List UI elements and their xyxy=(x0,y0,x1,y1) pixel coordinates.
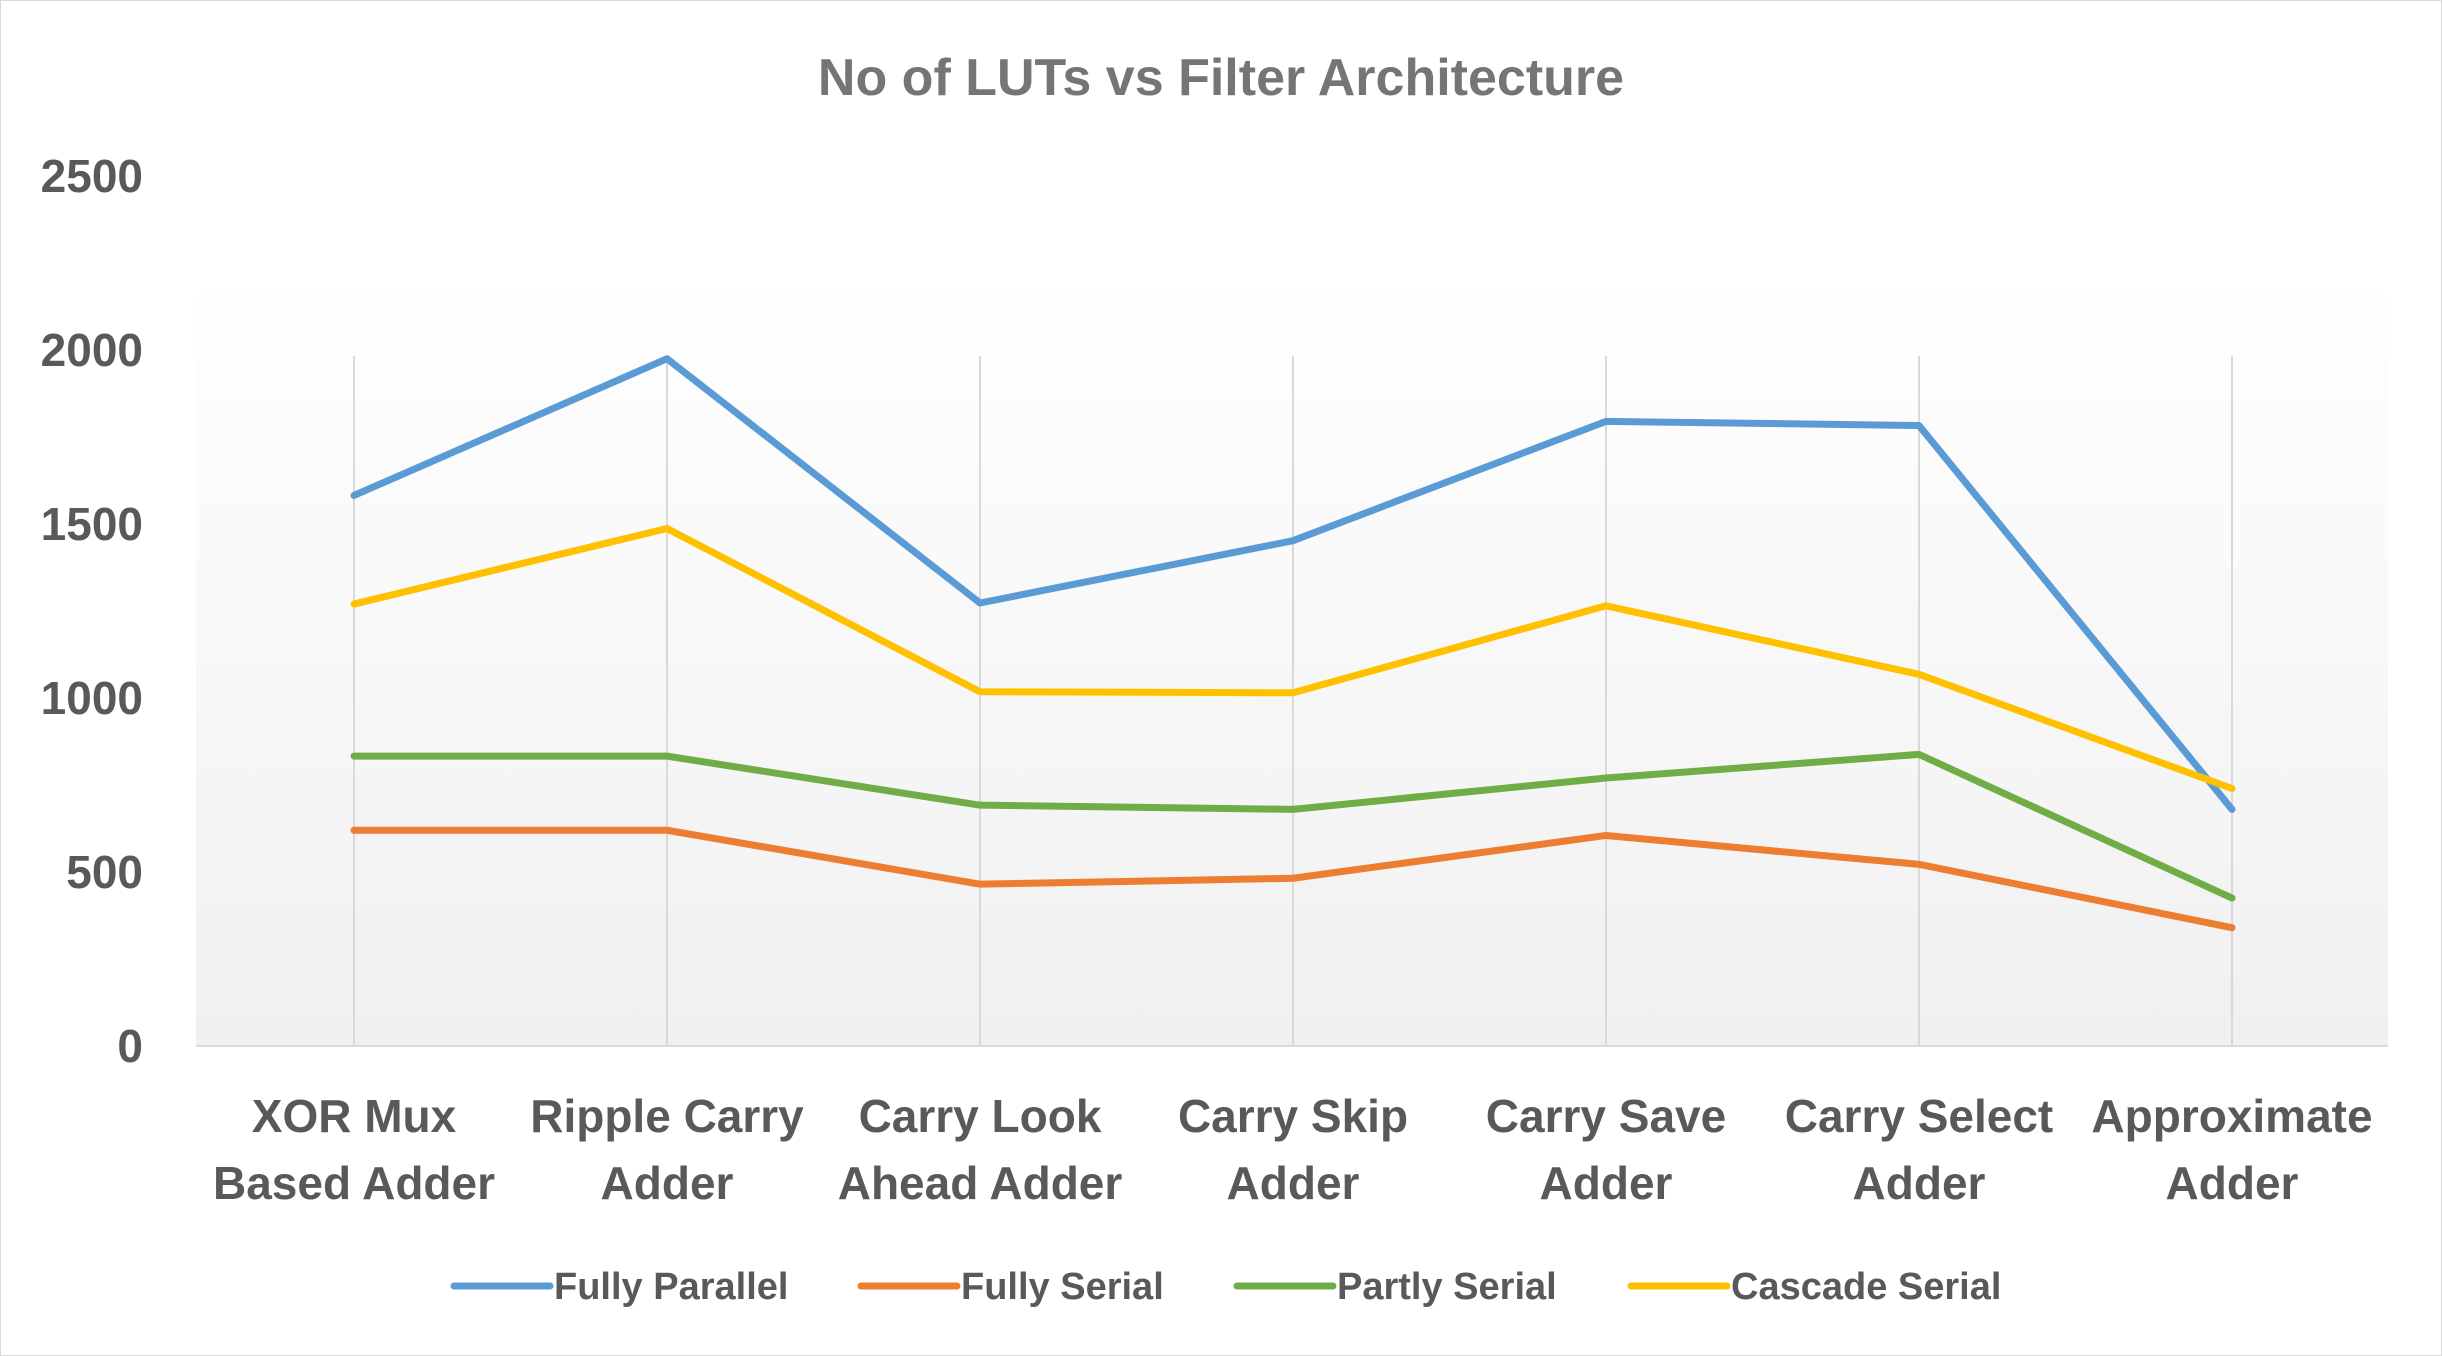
legend-item-fully-parallel: Fully Parallel xyxy=(450,1266,788,1308)
series-line-fully-serial xyxy=(350,826,2236,932)
x-tick-label: Ripple Carry Adder xyxy=(530,1090,804,1209)
series-line-cascade-serial xyxy=(350,525,2236,792)
y-tick-label: 2000 xyxy=(41,324,143,376)
y-tick-label: 2500 xyxy=(41,150,143,202)
series-lines xyxy=(350,355,2236,932)
x-tick-label: XOR Mux Based Adder xyxy=(213,1090,495,1209)
chart-title: No of LUTs vs Filter Architecture xyxy=(818,49,1624,107)
x-tick-label: Carry Skip Adder xyxy=(1178,1090,1408,1209)
legend-item-partly-serial: Partly Serial xyxy=(1233,1266,1557,1308)
y-axis-tick-labels: 0 500 1000 1500 2000 2500 xyxy=(41,150,143,1072)
x-tick-label: Carry Save Adder xyxy=(1486,1090,1726,1209)
x-tick-label: Approximate Adder xyxy=(2091,1090,2372,1209)
series-line-fully-parallel xyxy=(350,355,2236,813)
x-axis-tick-labels: XOR Mux Based Adder Ripple Carry Adder Carry… xyxy=(213,1090,2373,1209)
y-tick-label: 1500 xyxy=(41,498,143,550)
y-tick-label: 0 xyxy=(117,1020,143,1072)
legend-item-fully-serial: Fully Serial xyxy=(857,1266,1164,1308)
legend-item-cascade-serial: Cascade Serial xyxy=(1627,1266,2001,1308)
legend-label: Fully Parallel xyxy=(554,1266,788,1308)
legend-label: Fully Serial xyxy=(961,1266,1164,1308)
y-tick-label: 1000 xyxy=(41,672,143,724)
legend: Fully Parallel Fully Serial Partly Serial C… xyxy=(450,1266,2001,1308)
y-tick-label: 500 xyxy=(66,846,143,898)
legend-label: Cascade Serial xyxy=(1731,1266,2001,1308)
x-tick-label: Carry Look Ahead Adder xyxy=(838,1090,1123,1209)
legend-label: Partly Serial xyxy=(1337,1266,1557,1308)
x-tick-label: Carry Select Adder xyxy=(1785,1090,2054,1209)
series-line-partly-serial xyxy=(350,750,2236,902)
